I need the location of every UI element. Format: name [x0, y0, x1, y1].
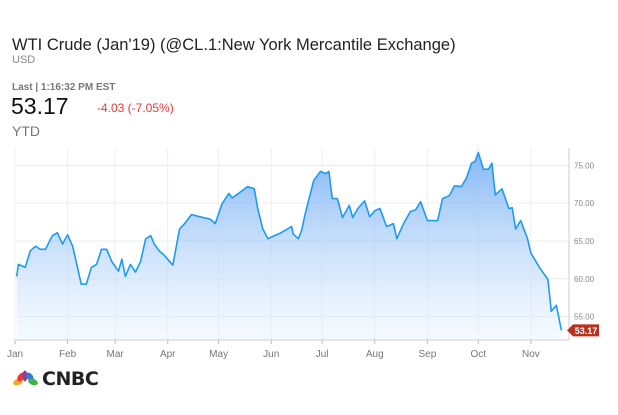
x-tick-label: Mar: [107, 349, 125, 360]
peacock-icon: [13, 370, 38, 386]
x-tick-label: Jan: [7, 349, 23, 360]
y-tick-label: 75.00: [574, 161, 595, 170]
instrument-title: WTI Crude (Jan'19) (@CL.1:New York Merca…: [12, 36, 456, 54]
x-tick-label: Jun: [263, 349, 279, 360]
logo-text: CNBC: [42, 368, 99, 390]
series: [15, 151, 563, 340]
x-tick-label: Jul: [316, 349, 329, 360]
price-line: [15, 151, 563, 331]
x-tick-label: Sep: [418, 349, 436, 360]
y-tick-label: 65.00: [574, 237, 595, 246]
x-tick-label: Feb: [59, 349, 77, 360]
cnbc-logo: CNBC: [12, 368, 99, 390]
axes: 75.00 70.00 65.00 60.00 55.00 Jan Feb Mar Apr May…: [7, 148, 599, 360]
x-tick-label: Oct: [470, 349, 486, 360]
x-tick-label: Apr: [160, 349, 176, 360]
price-change: -4.03 (-7.05%): [97, 101, 174, 115]
x-tick-label: Nov: [522, 349, 540, 360]
x-tick-label: May: [209, 349, 228, 360]
area-fill: [16, 152, 562, 340]
period-label: YTD: [12, 123, 40, 139]
last-price-tag-label: 53.17: [575, 326, 598, 336]
last-price: 53.17: [11, 93, 69, 119]
last-price-tag: [567, 324, 599, 337]
x-tick-label: Aug: [366, 349, 384, 360]
y-tick-label: 70.00: [574, 199, 595, 208]
currency-label: USD: [12, 54, 36, 66]
y-tick-label: 55.00: [574, 313, 595, 322]
y-tick-label: 60.00: [574, 275, 595, 284]
last-update-label: Last | 1:16:32 PM EST: [12, 82, 116, 93]
